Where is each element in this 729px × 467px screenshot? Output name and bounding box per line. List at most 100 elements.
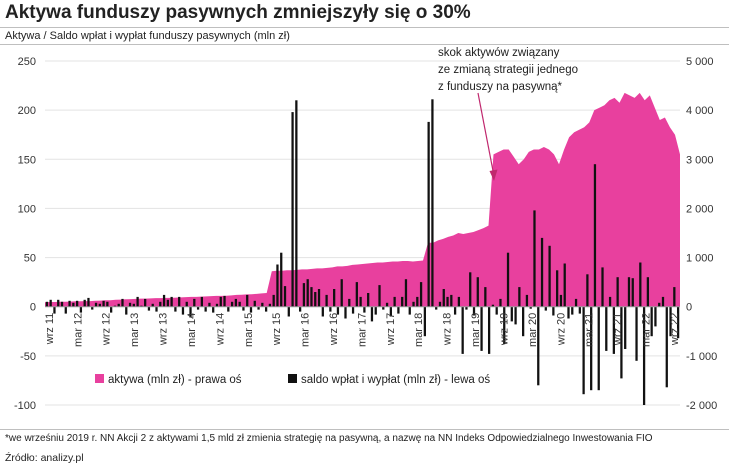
right-tick-label: 0 (686, 302, 692, 314)
saldo-bar (102, 300, 105, 307)
saldo-bar (620, 306, 623, 379)
saldo-bar (162, 294, 166, 307)
saldo-bar (144, 298, 147, 307)
saldo-bar (438, 301, 442, 307)
left-tick-label: 0 (30, 302, 36, 314)
saldo-bar (204, 306, 207, 312)
saldo-bar (253, 300, 256, 307)
x-tick-label: wrz 19 (498, 313, 510, 346)
saldo-bar (249, 306, 253, 313)
annotation-line: ze zmianą strategii jednego (438, 64, 578, 76)
chart-title: Aktywa funduszy pasywnych zmniejszyły si… (5, 2, 471, 23)
saldo-bar (181, 306, 185, 315)
saldo-bar (159, 301, 162, 307)
saldo-bar (605, 306, 608, 351)
saldo-bar (571, 306, 574, 315)
saldo-bar (329, 306, 332, 312)
x-tick-label: mar 20 (527, 313, 539, 347)
saldo-bar (287, 306, 290, 317)
annotation: skok aktywów związany ze zmianą strategii… (438, 47, 578, 181)
saldo-bar (227, 306, 230, 312)
saldo-bar (283, 286, 287, 307)
saldo-bar (264, 306, 268, 312)
saldo-bar (336, 306, 340, 315)
right-tick-label: 2 000 (686, 203, 714, 215)
saldo-bar (230, 301, 234, 307)
left-tick-label: 250 (18, 56, 36, 68)
legend-label: saldo wpłat i wypłat (mln zł) - lewa oś (301, 374, 490, 386)
saldo-bar (359, 296, 362, 307)
saldo-bar (87, 297, 90, 307)
saldo-bar (567, 306, 570, 319)
x-tick-label: mar 13 (129, 313, 141, 347)
saldo-bar (196, 306, 200, 310)
saldo-bar (457, 296, 461, 307)
saldo-bar (412, 301, 415, 307)
legend-swatch (95, 374, 104, 383)
saldo-bar (344, 306, 347, 319)
saldo-bar (363, 306, 366, 313)
legend-label: aktywa (mln zł) - prawa oś (108, 374, 242, 386)
saldo-bar (140, 305, 143, 307)
left-tick-label: -100 (14, 400, 36, 412)
x-tick-label: wrz 18 (442, 313, 454, 346)
saldo-bar (401, 296, 404, 307)
saldo-bar (219, 296, 222, 307)
x-tick-label: mar 12 (72, 313, 84, 347)
saldo-bar (113, 305, 117, 307)
saldo-bar (57, 299, 60, 307)
saldo-bar (385, 302, 389, 307)
x-tick-label: wrz 12 (101, 313, 113, 346)
saldo-bar (257, 306, 260, 310)
saldo-bar (261, 302, 264, 307)
left-tick-label: 50 (24, 253, 36, 265)
saldo-bar (624, 306, 627, 349)
saldo-bar (75, 300, 79, 307)
saldo-bar (556, 270, 559, 307)
saldo-bar (590, 306, 593, 391)
x-tick-label: wrz 21 (612, 313, 624, 346)
saldo-bar (223, 295, 226, 307)
saldo-bar (215, 303, 219, 307)
saldo-bar (189, 306, 192, 318)
saldo-bar (661, 296, 665, 307)
saldo-bar (314, 292, 317, 307)
saldo-bar (427, 121, 430, 307)
saldo-bar (370, 306, 374, 322)
saldo-bar (537, 306, 540, 386)
saldo-bar (193, 298, 196, 307)
saldo-bar (280, 252, 283, 307)
saldo-bar (212, 306, 215, 313)
left-axis-ticks: 250 200 150 100 50 0 -50 -100 (14, 56, 36, 412)
right-tick-label: 4 000 (686, 105, 714, 117)
saldo-bar (53, 306, 56, 314)
saldo-bar (450, 294, 453, 307)
saldo-bar (533, 210, 536, 307)
saldo-bar (242, 306, 245, 311)
saldo-bar (208, 302, 211, 307)
saldo-bar (423, 306, 426, 337)
saldo-bar (639, 262, 642, 307)
annotation-line: skok aktywów związany (438, 47, 560, 59)
saldo-bar (673, 287, 676, 307)
right-axis-ticks: 5 000 4 000 3 000 2 000 1 000 0 -1 000 -2 000 (686, 56, 717, 412)
saldo-bar (676, 306, 680, 339)
x-tick-label: mar 22 (640, 313, 652, 347)
saldo-bars (45, 99, 680, 405)
saldo-bar (627, 277, 631, 307)
saldo-bar (155, 306, 158, 312)
saldo-bar (60, 301, 64, 307)
legend-swatch (288, 374, 297, 383)
saldo-bar (295, 100, 298, 307)
saldo-bar (389, 306, 392, 317)
saldo-bar (49, 299, 52, 307)
saldo-bar (631, 278, 634, 307)
saldo-bar (302, 283, 306, 307)
saldo-bar (136, 296, 139, 307)
x-tick-label: wrz 15 (271, 313, 283, 346)
saldo-bar (348, 298, 351, 307)
saldo-bar (518, 287, 521, 307)
saldo-bar (616, 277, 619, 307)
saldo-bar (91, 306, 94, 310)
saldo-bar (200, 296, 203, 307)
